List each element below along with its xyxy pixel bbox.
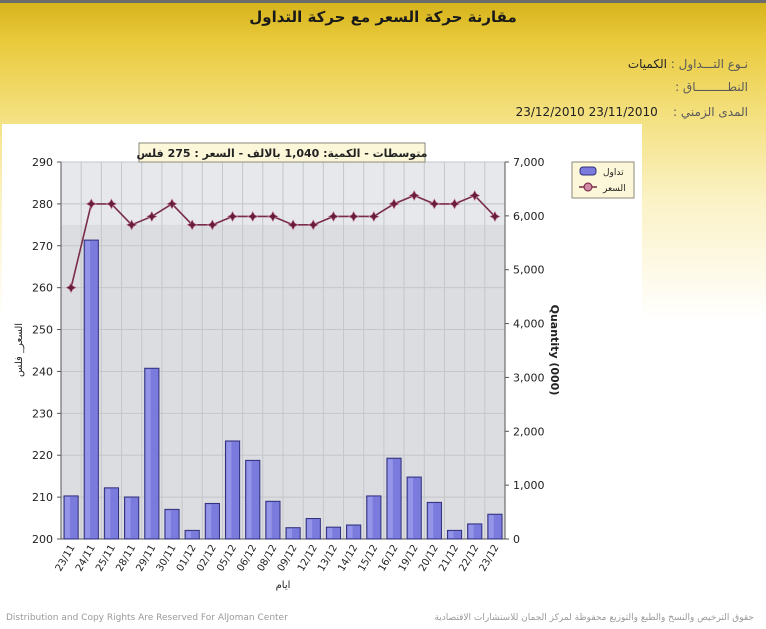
price-point xyxy=(126,219,138,231)
left-tick-label: 230 xyxy=(32,407,53,420)
price-point xyxy=(469,189,481,202)
left-tick-label: 240 xyxy=(32,365,53,378)
legend-swatch-volume xyxy=(579,166,597,176)
price-point xyxy=(408,189,420,202)
volume-bar-highlight xyxy=(105,488,111,538)
right-tick-label: 1,000 xyxy=(513,479,545,492)
volume-bar-highlight xyxy=(85,241,91,538)
header-label-text: متوسطات - الكمية: 1,040 بالالف - السعر :… xyxy=(137,147,428,160)
price-point xyxy=(65,282,77,294)
volume-bar-highlight xyxy=(186,531,192,538)
volume-bar-highlight xyxy=(408,478,414,538)
price-point xyxy=(287,219,299,231)
volume-bar-highlight xyxy=(448,531,454,538)
price-point xyxy=(247,210,259,223)
right-tick-label: 2,000 xyxy=(513,425,545,438)
x-axis-title: ايام xyxy=(276,580,291,591)
trade-type-row: نـوع التـــداول : الكميات xyxy=(628,57,748,71)
volume-bar-highlight xyxy=(226,441,232,538)
left-tick-label: 290 xyxy=(32,156,53,169)
chart-container: 290 280 270 260 250 240 230 220 210 200 7,000 6,000… xyxy=(0,124,642,601)
volume-bar xyxy=(325,526,342,540)
volume-bar xyxy=(446,529,463,540)
trade-type-value: الكميات xyxy=(627,57,667,71)
price-point xyxy=(327,210,340,223)
right-tick-label: 6,000 xyxy=(513,210,545,223)
price-point xyxy=(226,210,239,223)
left-tick-label: 270 xyxy=(32,240,53,253)
price-point xyxy=(307,219,319,231)
legend-swatch-price-marker xyxy=(583,182,593,192)
volume-bar xyxy=(285,527,301,540)
volume-bar-highlight xyxy=(488,515,494,538)
left-tick-label: 280 xyxy=(32,198,53,211)
period-from: 23/11/2010 xyxy=(588,105,658,119)
legend-label-volume: تداول xyxy=(603,168,624,178)
volume-bar-highlight xyxy=(145,369,151,538)
header-label-box xyxy=(138,142,426,163)
volume-bar-highlight xyxy=(65,496,70,538)
page-title: مقارنة حركة السعر مع حركة التداول xyxy=(249,8,517,26)
right-tick-label: 0 xyxy=(513,533,520,546)
volume-bar xyxy=(184,529,200,540)
volume-bar-highlight xyxy=(327,528,333,538)
legend-box xyxy=(571,161,635,199)
volume-bar-highlight xyxy=(347,525,353,538)
right-tick-label: 7,000 xyxy=(513,156,545,169)
right-tick-label: 4,000 xyxy=(513,318,545,331)
right-tick-label: 3,000 xyxy=(513,371,545,384)
left-tick-label: 200 xyxy=(32,533,53,546)
left-tick-label: 260 xyxy=(32,282,53,295)
range-row: النطـــــــــاق : xyxy=(675,80,748,94)
volume-bar-highlight xyxy=(387,459,393,538)
volume-bar-highlight xyxy=(206,504,212,538)
legend-label-price: السعر xyxy=(602,184,626,194)
volume-bar-highlight xyxy=(307,519,313,538)
price-point xyxy=(368,210,380,223)
volume-bar-highlight xyxy=(266,502,272,538)
top-border xyxy=(0,0,766,3)
volume-bar-highlight xyxy=(428,503,434,538)
price-point xyxy=(105,198,118,210)
volume-bar-highlight xyxy=(468,524,474,538)
price-point xyxy=(489,210,501,223)
price-point xyxy=(146,210,158,223)
right-axis-title: Quantity (000) xyxy=(548,305,561,396)
price-point xyxy=(85,198,97,210)
trade-type-label: نـوع التـــداول : xyxy=(670,57,748,71)
left-tick-label: 220 xyxy=(32,449,53,462)
price-point xyxy=(166,198,178,210)
volume-bar-highlight xyxy=(287,528,292,538)
range-label: النطـــــــــاق : xyxy=(675,80,748,94)
price-point xyxy=(428,198,440,210)
price-point xyxy=(206,219,218,231)
price-point xyxy=(348,210,360,223)
price-point xyxy=(448,198,461,210)
period-row: المدى الزمني : 23/11/2010 23/12/2010 xyxy=(516,105,748,119)
footer-copyright-ar: حقوق الترخيص والنسخ والطبع والتوزيع محفو… xyxy=(434,613,754,623)
price-point xyxy=(267,210,279,223)
volume-bar-highlight xyxy=(125,497,131,538)
price-line xyxy=(70,194,496,288)
price-point xyxy=(388,198,400,210)
period-to: 23/12/2010 xyxy=(515,105,585,119)
volume-bar-highlight xyxy=(165,510,171,538)
left-tick-label: 210 xyxy=(32,491,53,504)
footer-copyright-en: Distribution and Copy Rights Are Reserve… xyxy=(6,613,288,623)
left-axis-title: السعر_ فلس xyxy=(14,323,25,377)
volume-bar-highlight xyxy=(367,496,373,538)
right-tick-label: 5,000 xyxy=(513,264,545,277)
left-tick-label: 250 xyxy=(32,324,53,337)
price-volume-chart: 290 280 270 260 250 240 230 220 210 200 7,000 6,000… xyxy=(2,124,642,601)
volume-bar-highlight xyxy=(246,461,252,538)
price-point xyxy=(186,219,198,231)
period-label: المدى الزمني : xyxy=(673,105,748,119)
